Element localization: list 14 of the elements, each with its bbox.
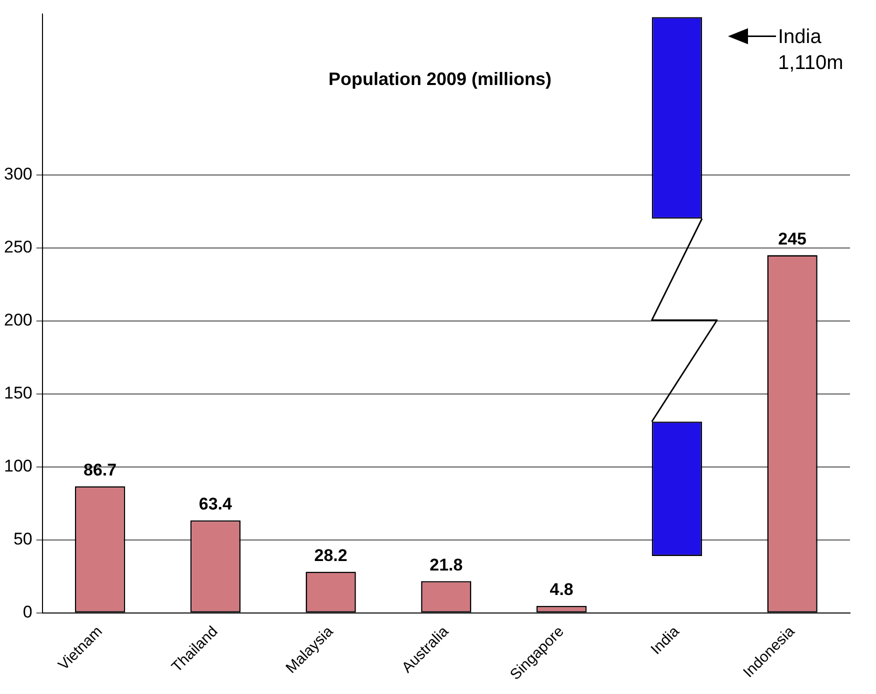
y-tick-label: 50 bbox=[13, 530, 32, 549]
y-tick-label: 150 bbox=[4, 384, 32, 403]
y-tick-label: 0 bbox=[22, 602, 32, 622]
data-label: 245 bbox=[778, 229, 806, 248]
y-tick-label: 200 bbox=[4, 310, 32, 330]
y-tick-label: 300 bbox=[4, 164, 32, 184]
data-label: 4.8 bbox=[550, 580, 574, 600]
y-tick-label: 100 bbox=[4, 456, 32, 476]
data-label: 63.4 bbox=[198, 494, 233, 514]
data-label: 21.8 bbox=[430, 555, 463, 574]
text: Population 2009 (millions) bbox=[328, 69, 552, 90]
y-tick-label: 250 bbox=[4, 238, 32, 257]
data-label: 28.2 bbox=[314, 546, 348, 565]
annotation: India 1,110m bbox=[778, 26, 844, 74]
